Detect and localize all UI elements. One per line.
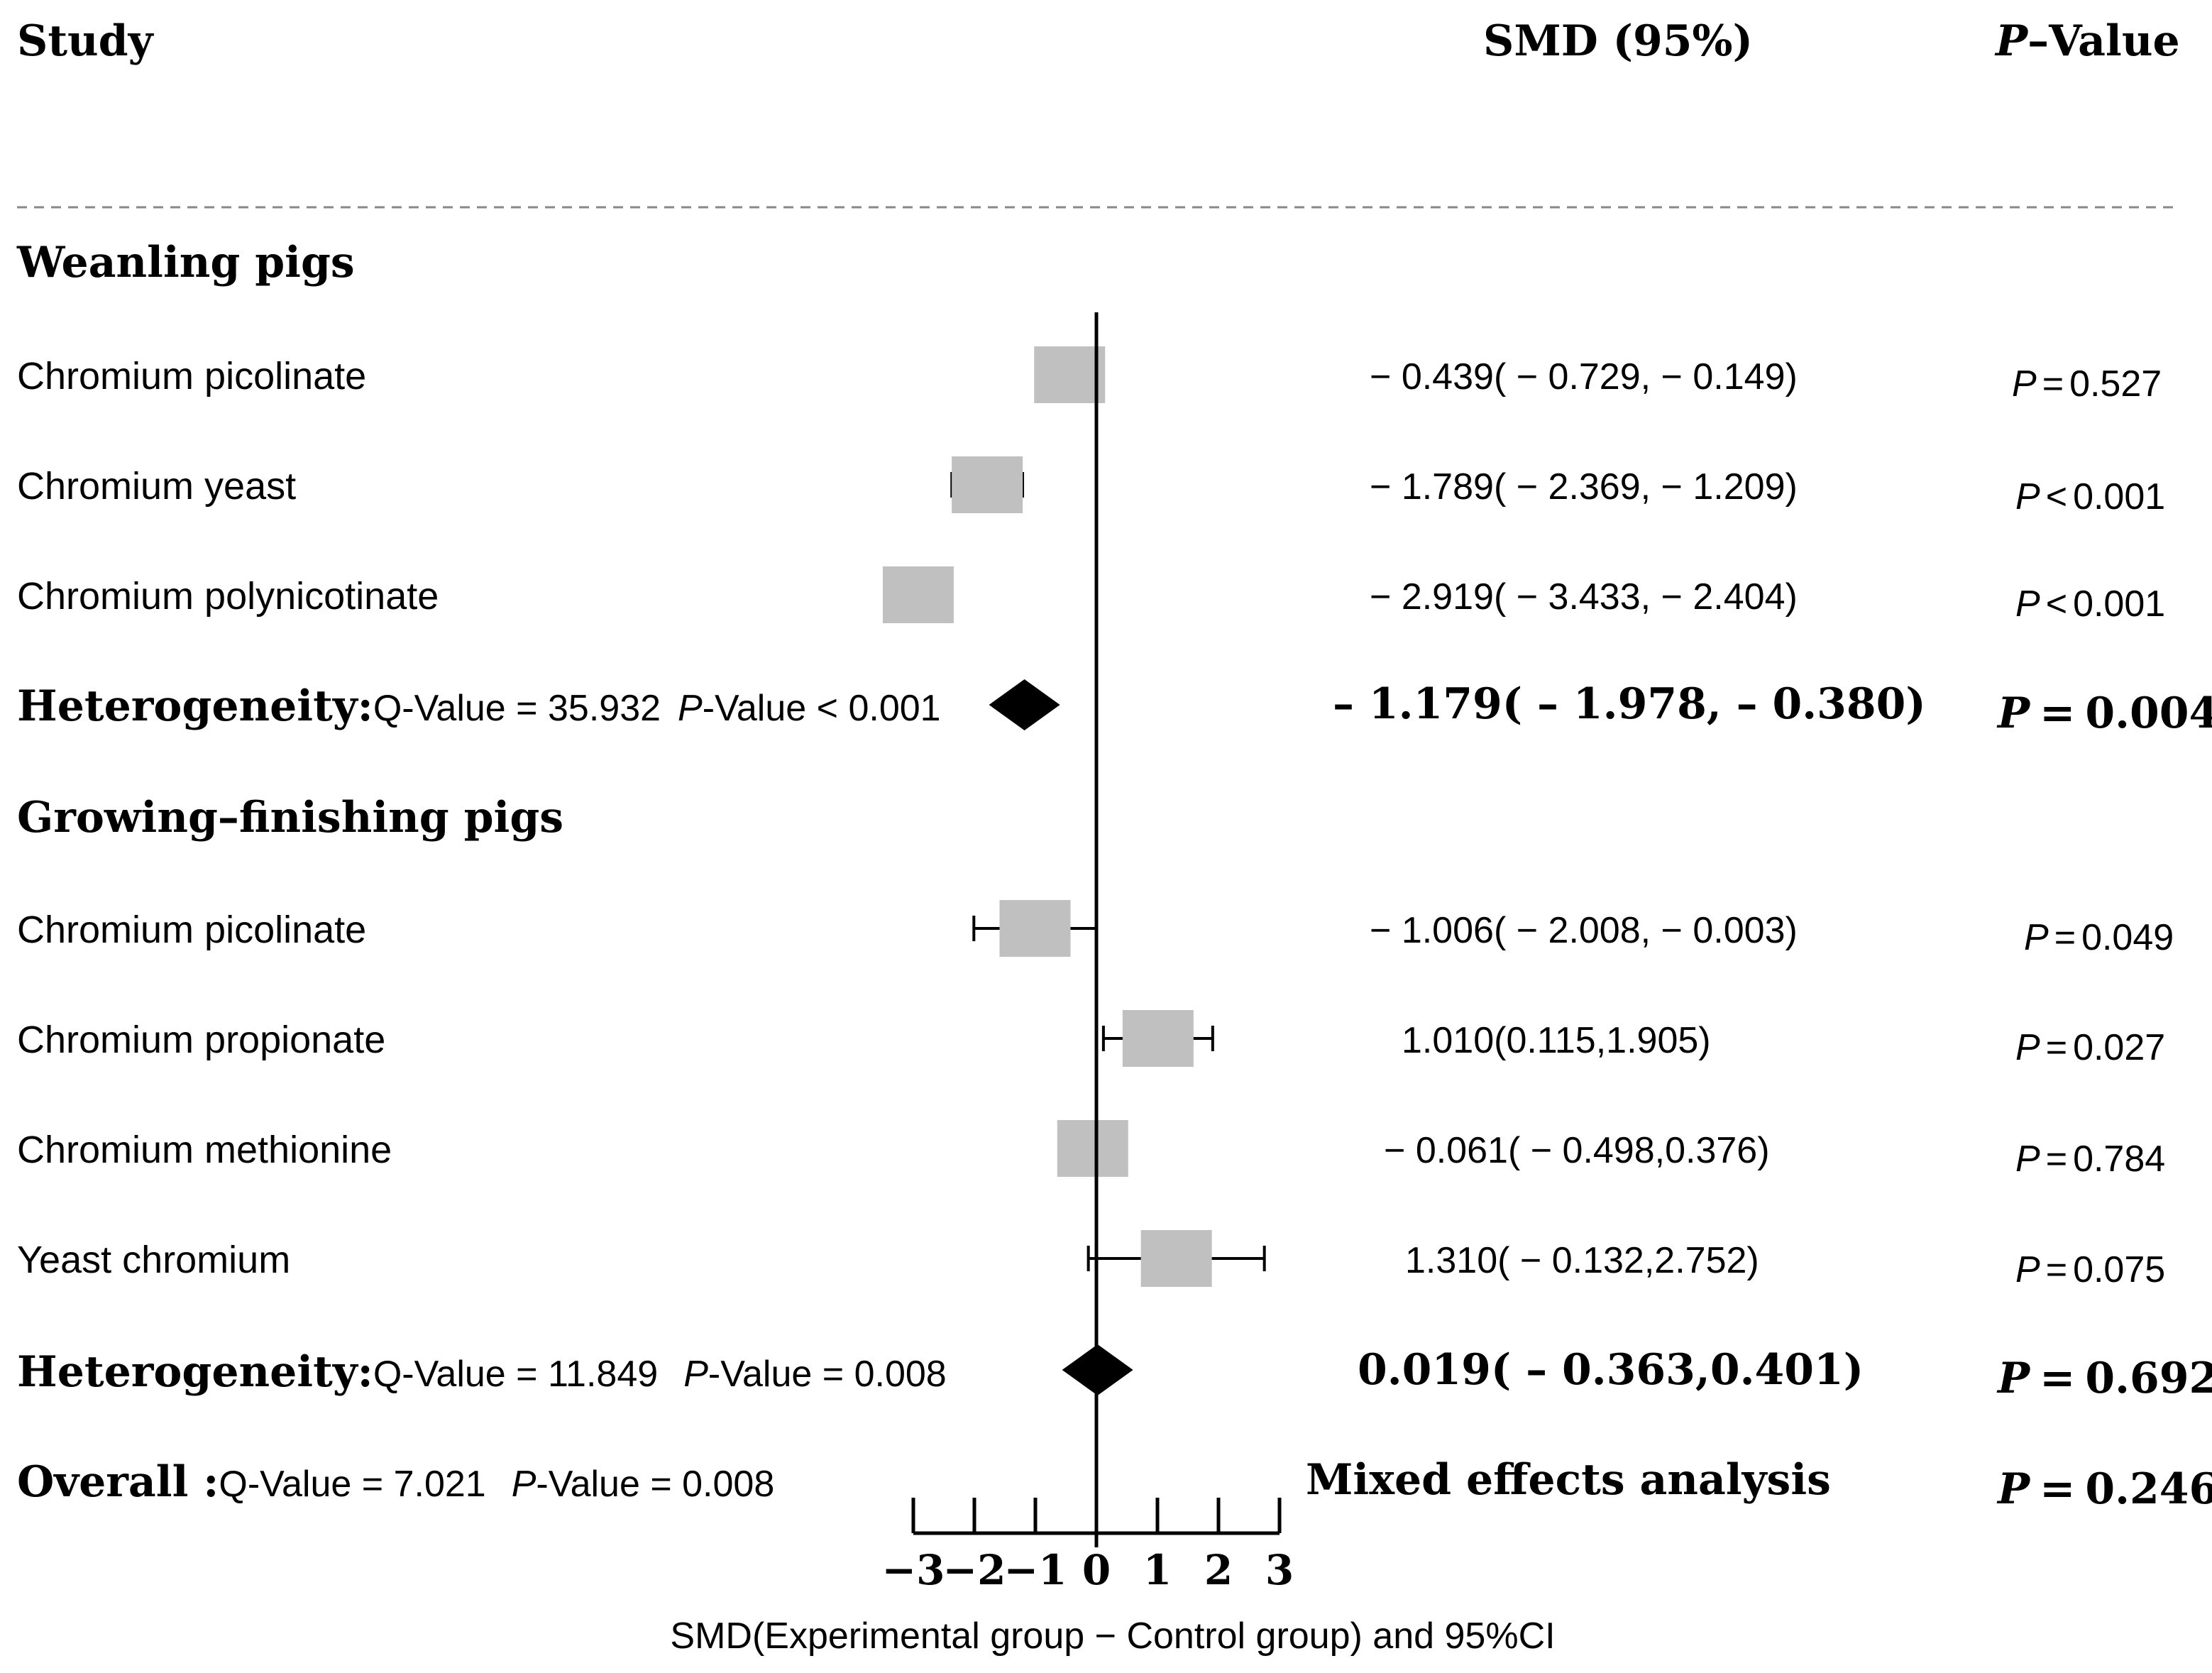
effect-box xyxy=(1140,1230,1212,1287)
group-title: Weanling pigs xyxy=(16,238,355,287)
study-row: Chromium picolinate − 0.439( − 0.729, − … xyxy=(17,355,2162,405)
summary-ci-text: – 1.179( – 1.978, – 0.380) xyxy=(1333,679,1926,729)
summary-p: P = 0.004 xyxy=(1996,689,2212,738)
x-tick-label: −3 xyxy=(882,1546,945,1594)
group-title: Growing–finishing pigs xyxy=(17,793,563,843)
study-p: P = 0.027 xyxy=(2015,1027,2165,1068)
summary-row: Heterogeneity:Q-Value = 35.932 P-Value < … xyxy=(17,679,2212,738)
study-p: P <0.001 xyxy=(2015,476,2165,517)
x-axis-label: SMD(Experimental group − Control group) … xyxy=(670,1616,1555,1657)
x-tick-label: 2 xyxy=(1204,1546,1233,1594)
effect-box xyxy=(1057,1120,1128,1177)
study-ci-text: − 1.006( − 2.008, − 0.003) xyxy=(1370,910,1798,951)
effect-box xyxy=(1034,346,1106,403)
study-ci-text: − 2.919( − 3.433, − 2.404) xyxy=(1370,576,1798,618)
study-label: Chromium picolinate xyxy=(17,909,366,951)
study-p: P = 0.527 xyxy=(2012,363,2162,405)
study-row: Chromium yeast − 1.789( − 2.369, − 1.209… xyxy=(17,465,2165,517)
study-p: P = 0.784 xyxy=(2015,1139,2165,1180)
x-tick-label: 3 xyxy=(1265,1546,1294,1594)
header-p-rest: –Value xyxy=(2027,16,2180,66)
header-study: Study xyxy=(17,16,155,66)
study-ci-text: − 1.789( − 2.369, − 1.209) xyxy=(1370,466,1798,508)
overall-heterogeneity: Overall :Q-Value = 7.021 P-Value = 0.008 xyxy=(17,1457,774,1507)
plot-area: −3−2−1 0 1 2 3 xyxy=(882,312,1294,1594)
study-p: P <0.001 xyxy=(2015,583,2165,625)
study-row: Chromium polynicotinate − 2.919( − 3.433… xyxy=(17,575,2165,625)
summary-diamond xyxy=(989,679,1060,730)
study-row: Chromium picolinate − 1.006( − 2.008, − … xyxy=(17,909,2174,958)
x-tick-label: 1 xyxy=(1143,1546,1172,1594)
study-ci-text: − 0.439( − 0.729, − 0.149) xyxy=(1370,356,1798,397)
study-ci-text: 1.310( − 0.132,2.752) xyxy=(1405,1240,1759,1281)
effect-box xyxy=(1122,1010,1194,1067)
effect-box xyxy=(999,900,1071,957)
study-label: Chromium yeast xyxy=(17,465,296,508)
study-ci-text: 1.010(0.115,1.905) xyxy=(1402,1020,1711,1061)
x-tick-label: −2 xyxy=(943,1546,1006,1594)
study-p: P = 0.075 xyxy=(2015,1249,2165,1290)
summary-p: P = 0.692 xyxy=(1996,1354,2212,1403)
summary-heterogeneity: Heterogeneity:Q-Value = 35.932 P-Value < … xyxy=(17,681,941,731)
study-row: Chromium propionate 1.010(0.115,1.905) P… xyxy=(17,1019,2165,1068)
study-ci-text: − 0.061( − 0.498,0.376) xyxy=(1384,1130,1770,1171)
study-row: Yeast chromium 1.310( − 0.132,2.752) P = 0… xyxy=(17,1239,2165,1290)
study-row: Chromium methionine − 0.061( − 0.498,0.3… xyxy=(17,1129,2165,1180)
study-p: P = 0.049 xyxy=(2024,917,2174,958)
summary-ci-text: 0.019( – 0.363,0.401) xyxy=(1358,1345,1864,1395)
summary-row: Heterogeneity:Q-Value = 11.849 P-Value = … xyxy=(17,1345,2212,1403)
x-tick-label: −1 xyxy=(1004,1546,1067,1594)
overall-p: P = 0.246 xyxy=(1996,1464,2212,1514)
header-p-value: P–Value xyxy=(1994,16,2180,66)
study-label: Chromium methionine xyxy=(17,1129,392,1171)
overall-label: Overall : xyxy=(17,1457,219,1507)
summary-heterogeneity: Heterogeneity:Q-Value = 11.849 P-Value = … xyxy=(17,1347,947,1397)
study-label: Chromium polynicotinate xyxy=(17,575,439,618)
effect-box xyxy=(952,456,1023,513)
overall-analysis: Mixed effects analysis xyxy=(1306,1455,1831,1505)
header-p-italic: P xyxy=(1994,16,2029,66)
study-label: Chromium picolinate xyxy=(17,355,366,397)
effect-box xyxy=(882,566,954,623)
study-label: Yeast chromium xyxy=(17,1239,290,1281)
header-smd: SMD (95%) xyxy=(1483,16,1753,66)
study-label: Chromium propionate xyxy=(17,1019,385,1061)
overall-row: Overall :Q-Value = 7.021 P-Value = 0.008 … xyxy=(17,1455,2212,1514)
x-tick-label: 0 xyxy=(1082,1546,1111,1594)
summary-label: Heterogeneity: xyxy=(17,681,373,731)
summary-label: Heterogeneity: xyxy=(17,1347,373,1397)
